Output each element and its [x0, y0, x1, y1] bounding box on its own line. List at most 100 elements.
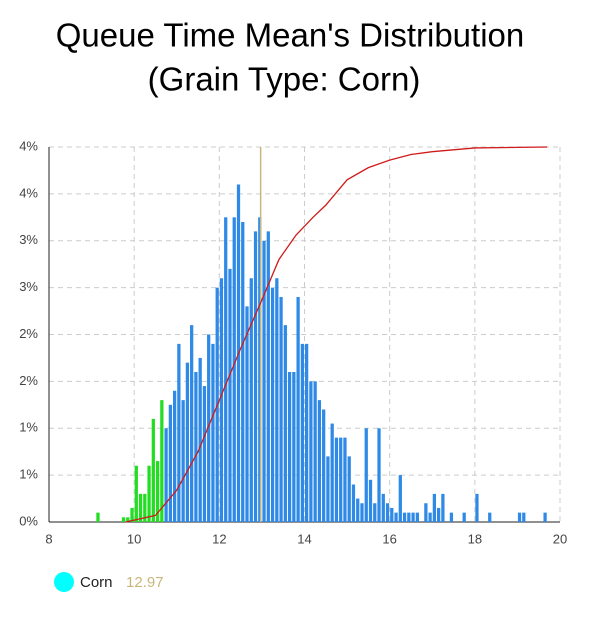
bar	[287, 372, 292, 522]
bar	[343, 437, 347, 522]
bar	[326, 456, 330, 522]
bar	[517, 512, 522, 522]
y-tick-label: 2%	[19, 326, 38, 341]
bar	[275, 278, 279, 522]
bar	[381, 493, 385, 522]
bar	[305, 343, 309, 522]
bar	[317, 400, 322, 522]
bar	[168, 404, 172, 522]
bar	[194, 372, 198, 522]
bar	[164, 428, 168, 522]
bar	[155, 461, 160, 522]
bar	[147, 465, 151, 522]
y-tick-label: 0%	[19, 513, 38, 528]
bar	[266, 231, 270, 522]
bar	[488, 512, 492, 522]
bar	[185, 362, 190, 522]
cumulative-line	[125, 146, 548, 523]
bar	[224, 217, 228, 522]
bar	[402, 512, 407, 522]
x-tick-label: 18	[468, 531, 482, 546]
bar	[190, 325, 194, 522]
bar	[181, 400, 185, 522]
bar	[207, 334, 211, 522]
y-tick-label: 4%	[19, 185, 38, 200]
bar	[330, 423, 334, 522]
bar	[309, 381, 313, 522]
bar	[449, 512, 454, 522]
bar	[245, 306, 249, 522]
bar	[407, 512, 411, 522]
bar	[219, 278, 224, 522]
chart-subtitle: (Grain Type: Corn)	[148, 61, 421, 98]
bar	[228, 268, 232, 522]
bar	[339, 437, 343, 522]
bar	[96, 512, 100, 522]
bar	[394, 512, 398, 522]
bar	[134, 465, 138, 522]
bar	[241, 222, 245, 522]
bar	[377, 428, 381, 522]
bar	[262, 240, 266, 522]
bar	[279, 297, 283, 522]
bar	[296, 297, 300, 522]
bar	[522, 512, 526, 522]
bar	[351, 484, 356, 522]
bar	[334, 437, 339, 522]
bar	[322, 409, 326, 522]
x-tick-label: 16	[382, 531, 396, 546]
bar	[411, 512, 415, 522]
bar	[437, 507, 441, 522]
x-tick-label: 12	[212, 531, 226, 546]
bar	[198, 357, 202, 522]
bar	[270, 287, 275, 522]
bar	[347, 456, 351, 522]
bar	[172, 390, 177, 522]
bar	[360, 503, 364, 522]
bar	[462, 512, 466, 522]
bar	[441, 493, 445, 522]
x-tick-label: 8	[45, 531, 52, 546]
bar	[126, 517, 130, 522]
bar	[130, 507, 134, 522]
bar	[313, 381, 317, 522]
bar	[232, 217, 236, 522]
chart-title: Queue Time Mean's Distribution	[56, 17, 525, 54]
bar	[398, 475, 402, 522]
bar	[283, 325, 287, 522]
bar	[160, 400, 164, 522]
y-tick-label: 1%	[19, 467, 38, 482]
y-tick-label: 3%	[19, 279, 38, 294]
bar	[138, 493, 143, 522]
bar	[300, 343, 304, 522]
bar	[151, 418, 155, 522]
bar	[385, 503, 390, 522]
y-tick-label: 3%	[19, 232, 38, 247]
x-tick-label: 14	[297, 531, 311, 546]
bar	[428, 512, 432, 522]
bar	[373, 503, 377, 522]
bar	[424, 503, 428, 522]
bar	[211, 343, 215, 522]
bar	[390, 507, 394, 522]
bar	[364, 428, 368, 522]
bar	[543, 512, 547, 522]
legend-value: 12.97	[126, 574, 164, 591]
bar	[249, 278, 253, 522]
bar	[475, 493, 479, 522]
x-tick-label: 20	[553, 531, 567, 546]
bar	[202, 386, 207, 522]
bar	[258, 217, 262, 522]
legend-swatch	[54, 572, 74, 592]
bar	[415, 512, 419, 522]
bar	[177, 343, 181, 522]
bar	[253, 231, 258, 522]
bar	[368, 479, 373, 522]
legend-label: Corn	[80, 574, 113, 591]
y-tick-label: 4%	[19, 138, 38, 153]
bar	[121, 517, 126, 522]
bar	[143, 493, 147, 522]
x-tick-label: 10	[127, 531, 141, 546]
y-tick-label: 1%	[19, 420, 38, 435]
